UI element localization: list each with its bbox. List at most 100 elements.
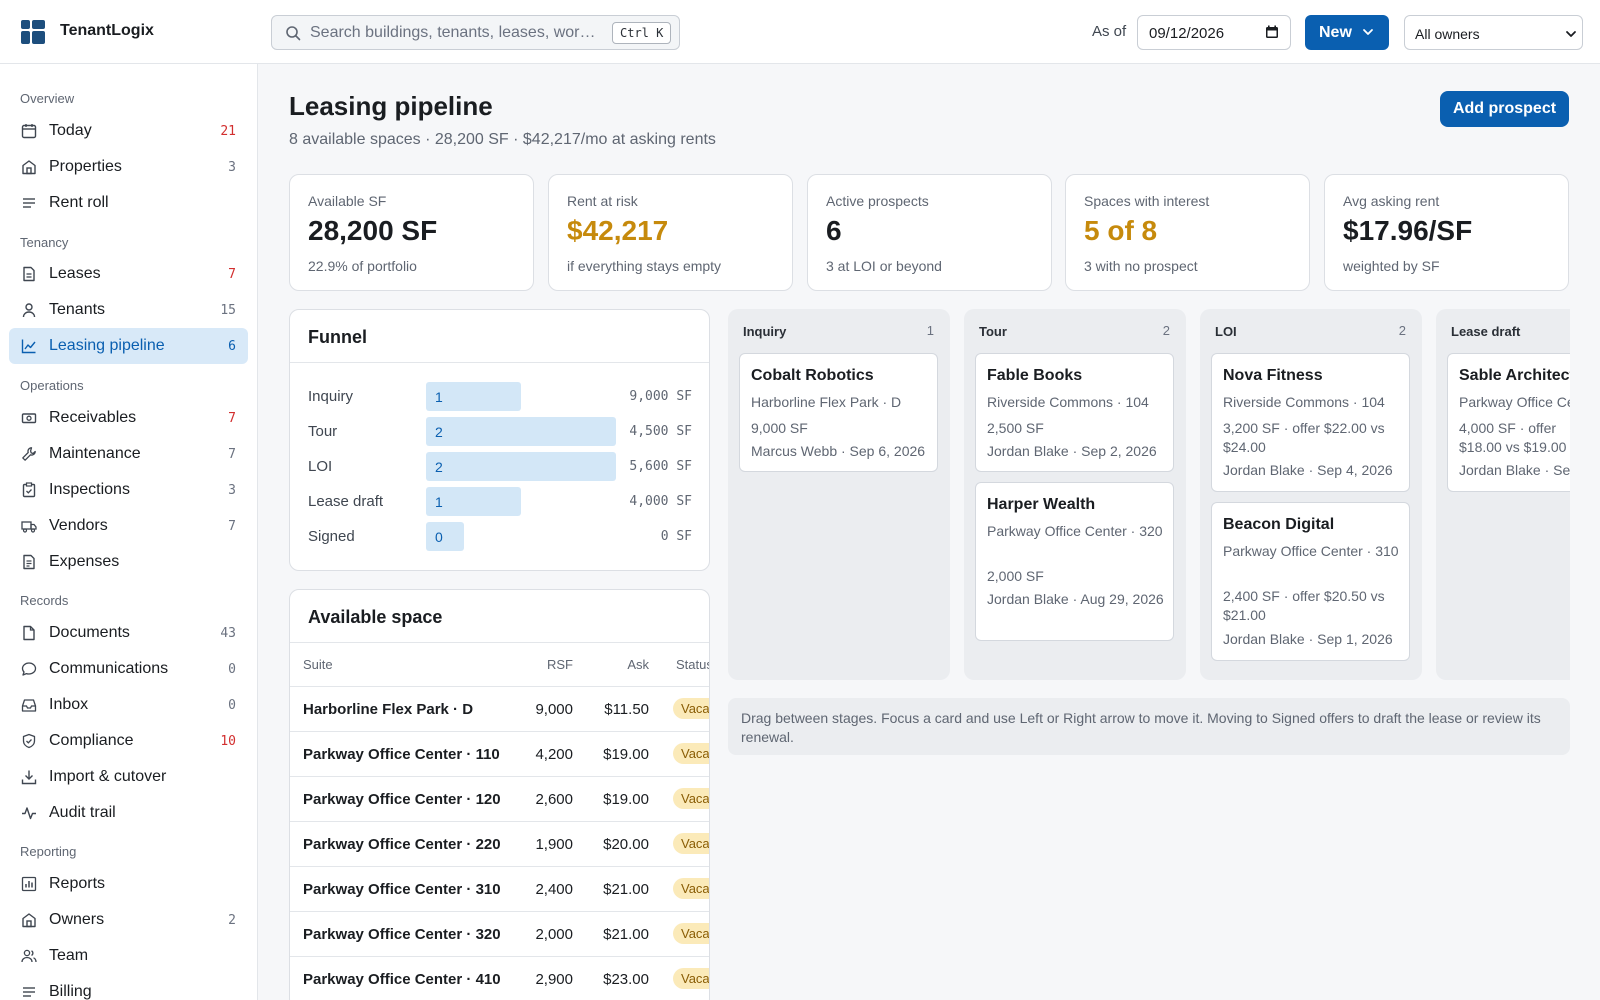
sidebar-item-audit-trail[interactable]: Audit trail bbox=[9, 795, 248, 831]
prospect-card[interactable]: Sable Architects Parkway Office Center 4… bbox=[1447, 353, 1570, 492]
funnel-stage-inquiry[interactable]: Inquiry 1 9,000 SF bbox=[290, 382, 709, 412]
rsf-cell: 9,000 bbox=[535, 701, 573, 718]
sidebar-item-import-cutover[interactable]: Import & cutover bbox=[9, 759, 248, 795]
funnel-stage-sf: 0 SF bbox=[660, 529, 692, 544]
report-icon bbox=[21, 876, 37, 892]
suite-cell: Parkway Office Center · 320 bbox=[303, 926, 501, 943]
sidebar-section-reporting: Reporting bbox=[20, 844, 77, 859]
prospect-card[interactable]: Fable Books Riverside Commons · 104 2,50… bbox=[975, 353, 1174, 472]
kpi-label: Spaces with interest bbox=[1084, 193, 1210, 209]
kpi-note: 22.9% of portfolio bbox=[308, 258, 417, 274]
as-of-date-input[interactable]: 09/12/2026 bbox=[1137, 15, 1291, 50]
sidebar-item-tenants[interactable]: Tenants 15 bbox=[9, 292, 248, 328]
sidebar-item-label: Leasing pipeline bbox=[49, 337, 165, 354]
prospect-card[interactable]: Cobalt Robotics Harborline Flex Park · D… bbox=[739, 353, 938, 472]
top-bar: TenantLogix Ctrl K As of 09/12/2026 New … bbox=[0, 0, 1600, 64]
funnel-panel: Funnel Inquiry 1 9,000 SF Tour 2 4,500 S… bbox=[289, 309, 710, 571]
funnel-stage-tour[interactable]: Tour 2 4,500 SF bbox=[290, 417, 709, 447]
sidebar-item-label: Tenants bbox=[49, 301, 106, 318]
prospect-card[interactable]: Beacon Digital Parkway Office Center · 3… bbox=[1211, 502, 1410, 661]
column-header-rsf[interactable]: RSF bbox=[547, 657, 573, 672]
activity-icon bbox=[22, 807, 36, 820]
sidebar-item-label: Receivables bbox=[49, 409, 137, 426]
table-row[interactable]: Harborline Flex Park · D 9,000 $11.50 Va… bbox=[290, 686, 709, 731]
sidebar-item-count: 7 bbox=[228, 267, 236, 282]
funnel-stage-loi[interactable]: LOI 2 5,600 SF bbox=[290, 452, 709, 482]
sidebar-item-count: 3 bbox=[228, 483, 236, 498]
prospect-name: Beacon Digital bbox=[1223, 516, 1335, 533]
table-row[interactable]: Parkway Office Center · 310 2,400 $21.00… bbox=[290, 866, 709, 911]
prospect-terms: 4,000 SF · offer $18.00 vs $19.00 bbox=[1459, 420, 1567, 455]
sidebar-item-today[interactable]: Today 21 bbox=[9, 113, 248, 149]
sidebar-item-compliance[interactable]: Compliance 10 bbox=[9, 723, 248, 759]
owner-filter-value: All owners bbox=[1415, 26, 1480, 42]
prospect-space: Riverside Commons · 104 bbox=[987, 394, 1149, 410]
table-row[interactable]: Parkway Office Center · 110 4,200 $19.00… bbox=[290, 731, 709, 776]
rsf-cell: 1,900 bbox=[535, 836, 573, 853]
table-row[interactable]: Parkway Office Center · 120 2,600 $19.00… bbox=[290, 776, 709, 821]
funnel-title: Funnel bbox=[308, 327, 367, 347]
add-prospect-button[interactable]: Add prospect bbox=[1440, 91, 1569, 127]
prospect-terms: 3,200 SF · offer $22.00 vs $24.00 bbox=[1223, 420, 1385, 455]
rsf-cell: 2,600 bbox=[535, 791, 573, 808]
owner-filter-select[interactable]: All owners bbox=[1404, 15, 1583, 50]
column-header-status[interactable]: Status bbox=[676, 657, 710, 672]
column-header-ask[interactable]: Ask bbox=[627, 657, 649, 672]
as-of-date-value: 09/12/2026 bbox=[1149, 25, 1225, 42]
funnel-stage-lease-draft[interactable]: Lease draft 1 4,000 SF bbox=[290, 487, 709, 517]
table-row[interactable]: Parkway Office Center · 220 1,900 $20.00… bbox=[290, 821, 709, 866]
new-button-label: New bbox=[1319, 24, 1352, 41]
chart-line-icon bbox=[21, 339, 36, 354]
kpi-note: 3 with no prospect bbox=[1084, 258, 1198, 274]
sidebar-item-expenses[interactable]: Expenses bbox=[9, 544, 248, 580]
sidebar-item-leasing-pipeline[interactable]: Leasing pipeline 6 bbox=[9, 328, 248, 364]
funnel-stage-label: LOI bbox=[308, 458, 333, 475]
table-row[interactable]: Parkway Office Center · 320 2,000 $21.00… bbox=[290, 911, 709, 956]
page-subtitle: 8 available spaces · 28,200 SF · $42,217… bbox=[289, 131, 716, 148]
app-logo-icon[interactable] bbox=[21, 20, 45, 44]
sidebar-item-rent-roll[interactable]: Rent roll bbox=[9, 185, 248, 221]
new-button[interactable]: New bbox=[1305, 15, 1389, 50]
sidebar-item-receivables[interactable]: Receivables 7 bbox=[9, 400, 248, 436]
rsf-cell: 2,900 bbox=[535, 971, 573, 988]
prospect-card[interactable]: Harper Wealth Parkway Office Center · 32… bbox=[975, 482, 1174, 641]
sidebar-item-inbox[interactable]: Inbox 0 bbox=[9, 687, 248, 723]
sidebar-item-label: Today bbox=[49, 122, 92, 139]
inbox-icon bbox=[21, 699, 37, 712]
truck-icon bbox=[21, 521, 37, 533]
sidebar-item-owners[interactable]: Owners 2 bbox=[9, 902, 248, 938]
sidebar-item-leases[interactable]: Leases 7 bbox=[9, 256, 248, 292]
sidebar-item-billing[interactable]: Billing bbox=[9, 974, 248, 1000]
calendar-picker-icon[interactable] bbox=[1265, 25, 1279, 39]
sidebar-item-label: Owners bbox=[49, 911, 105, 928]
sidebar-item-label: Vendors bbox=[49, 517, 108, 534]
sidebar-item-team[interactable]: Team bbox=[9, 938, 248, 974]
funnel-stage-signed[interactable]: Signed 0 0 SF bbox=[290, 522, 709, 552]
kpi-value: $42,217 bbox=[567, 215, 669, 246]
funnel-stage-label: Lease draft bbox=[308, 493, 384, 510]
sidebar-item-communications[interactable]: Communications 0 bbox=[9, 651, 248, 687]
sidebar-item-count: 21 bbox=[220, 124, 236, 139]
prospect-card[interactable]: Nova Fitness Riverside Commons · 104 3,2… bbox=[1211, 353, 1410, 492]
sidebar-item-properties[interactable]: Properties 3 bbox=[9, 149, 248, 185]
prospect-owner-date: Jordan Blake · Sep 4, 2026 bbox=[1223, 462, 1393, 478]
sidebar-item-documents[interactable]: Documents 43 bbox=[9, 615, 248, 651]
column-header-suite[interactable]: Suite bbox=[303, 657, 333, 672]
chat-icon bbox=[21, 662, 37, 676]
search-input[interactable] bbox=[310, 23, 595, 43]
kpi-value: 6 bbox=[826, 215, 842, 246]
shield-icon bbox=[22, 733, 36, 749]
global-search[interactable]: Ctrl K bbox=[271, 15, 680, 50]
sidebar-item-reports[interactable]: Reports bbox=[9, 866, 248, 902]
status-badge: Vacant bbox=[673, 743, 709, 764]
sidebar-item-vendors[interactable]: Vendors 7 bbox=[9, 508, 248, 544]
prospect-terms: 9,000 SF bbox=[751, 420, 808, 436]
prospect-owner-date: Jordan Blake · Sep 2, 2026 bbox=[987, 443, 1157, 459]
sidebar-item-label: Expenses bbox=[49, 553, 120, 570]
app-brand[interactable]: TenantLogix bbox=[60, 22, 154, 39]
board-column-tour: Tour 2 Fable Books Riverside Commons · 1… bbox=[964, 309, 1186, 680]
sidebar-item-maintenance[interactable]: Maintenance 7 bbox=[9, 436, 248, 472]
sidebar-item-inspections[interactable]: Inspections 3 bbox=[9, 472, 248, 508]
list-icon bbox=[23, 987, 35, 997]
table-row[interactable]: Parkway Office Center · 410 2,900 $23.00… bbox=[290, 956, 709, 1000]
